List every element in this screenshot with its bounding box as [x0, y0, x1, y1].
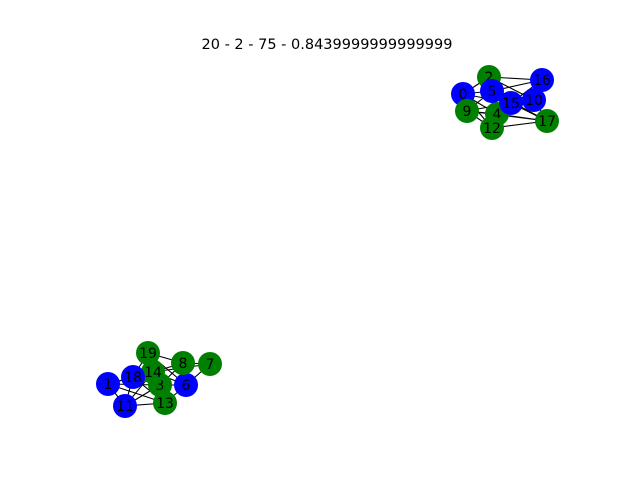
node-label: 6 — [182, 378, 191, 394]
node-label: 15 — [502, 96, 520, 112]
node-label: 7 — [206, 357, 215, 373]
node-label: 14 — [144, 365, 162, 381]
graph-node-9: 9 — [455, 99, 479, 123]
graph-node-1: 1 — [96, 372, 120, 396]
graph-node-19: 19 — [136, 341, 160, 365]
node-circle — [141, 360, 165, 384]
node-label: 12 — [483, 121, 501, 137]
graph-node-17: 17 — [535, 109, 559, 133]
node-label: 4 — [493, 107, 502, 123]
graph-node-15: 15 — [499, 91, 523, 115]
node-circle — [174, 373, 198, 397]
node-circle — [136, 341, 160, 365]
node-circle — [153, 391, 177, 415]
graph-node-7: 7 — [198, 352, 222, 376]
node-circle — [480, 79, 504, 103]
graph-node-8: 8 — [171, 351, 195, 375]
graph-node-11: 11 — [113, 394, 137, 418]
node-label: 9 — [463, 104, 472, 120]
node-circle — [522, 88, 546, 112]
node-label: 8 — [179, 356, 188, 372]
graph-node-16: 16 — [530, 68, 554, 92]
node-label: 16 — [533, 73, 551, 89]
node-label: 1 — [104, 377, 113, 393]
node-label: 10 — [525, 93, 543, 109]
node-circle — [113, 394, 137, 418]
graph-node-12: 12 — [480, 116, 504, 140]
graph-node-10: 10 — [522, 88, 546, 112]
graph-node-6: 6 — [174, 373, 198, 397]
node-label: 2 — [485, 70, 494, 86]
graph-node-5: 5 — [480, 79, 504, 103]
node-circle — [198, 352, 222, 376]
node-label: 5 — [488, 84, 497, 100]
graph-node-14: 14 — [141, 360, 165, 384]
figure-title: 20 - 2 - 75 - 0.8439999999999999 — [202, 37, 453, 53]
node-circle — [96, 372, 120, 396]
graph-node-13: 13 — [153, 391, 177, 415]
node-label: 18 — [124, 370, 142, 386]
node-label: 0 — [459, 87, 468, 103]
node-label: 17 — [538, 114, 556, 130]
node-label: 13 — [156, 396, 174, 412]
node-circle — [171, 351, 195, 375]
node-circle — [121, 365, 145, 389]
node-label: 3 — [156, 378, 165, 394]
node-circle — [535, 109, 559, 133]
node-circle — [480, 116, 504, 140]
node-circle — [455, 99, 479, 123]
node-circle — [499, 91, 523, 115]
node-label: 19 — [139, 346, 157, 362]
node-circle — [530, 68, 554, 92]
graph-node-18: 18 — [121, 365, 145, 389]
node-label: 11 — [116, 399, 134, 415]
